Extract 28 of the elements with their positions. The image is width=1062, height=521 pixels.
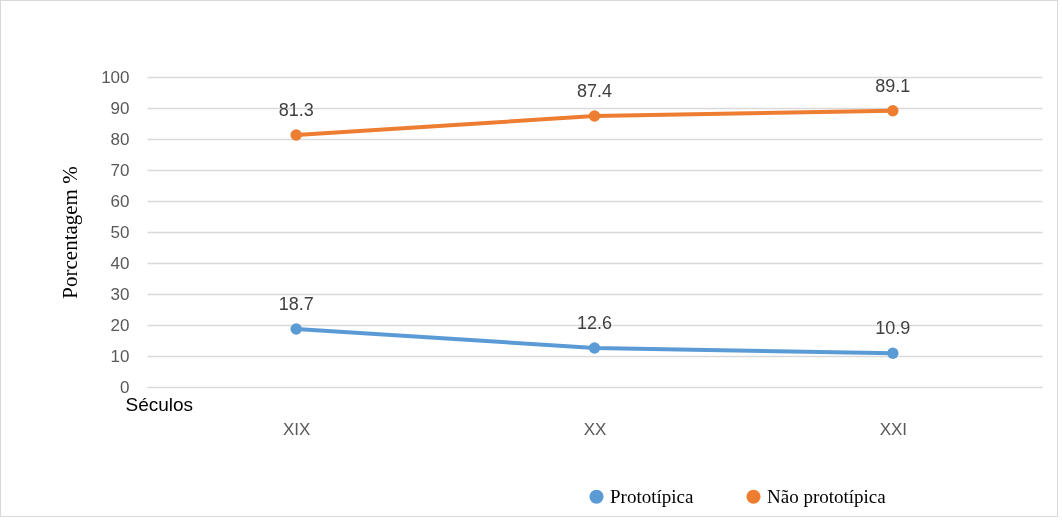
y-tick-label: 20 [110, 315, 130, 335]
point [887, 347, 899, 359]
data-label: 81.3 [278, 99, 314, 120]
y-axis-title: Porcentagem % [58, 166, 83, 299]
point [290, 323, 302, 335]
x-tick-label: XX [583, 419, 607, 439]
y-tick-label: 40 [110, 253, 130, 273]
y-tick-label: 50 [110, 222, 130, 242]
y-tick-label: 80 [110, 129, 130, 149]
data-label: 12.6 [576, 312, 613, 333]
point [588, 342, 601, 354]
y-tick-label: 90 [110, 98, 130, 118]
y-tick-label: 30 [110, 284, 130, 304]
y-tick-label: 70 [110, 160, 130, 180]
legend-label: Prototípica [610, 485, 694, 507]
point [887, 105, 899, 117]
point [588, 110, 601, 122]
point [290, 129, 302, 141]
x-tick-label: XXI [879, 419, 908, 439]
x-tick-label: XIX [282, 419, 311, 439]
data-label: 89.1 [875, 75, 911, 96]
legend-label: Não prototípica [767, 485, 887, 507]
y-tick-label: 100 [101, 67, 130, 87]
data-label: 87.4 [576, 81, 613, 102]
data-label: 10.9 [875, 318, 911, 339]
y-tick-label: 60 [110, 191, 130, 211]
data-label: 18.7 [278, 294, 314, 315]
y-tick-label: 10 [110, 346, 130, 366]
